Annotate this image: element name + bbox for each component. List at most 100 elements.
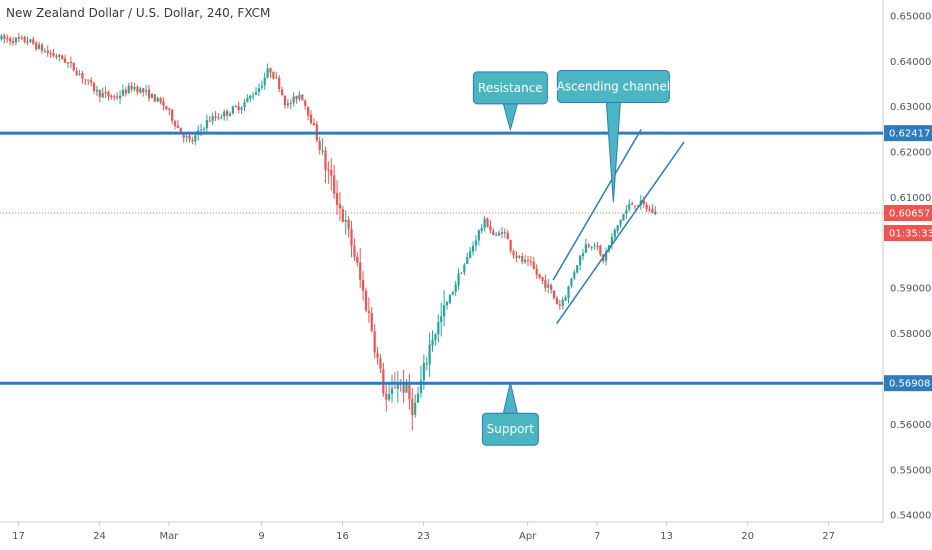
candle-body bbox=[20, 37, 23, 39]
candle-body bbox=[541, 277, 544, 281]
candle-body bbox=[243, 102, 246, 107]
channel-lower-line[interactable] bbox=[556, 141, 685, 325]
callout-label: Support bbox=[487, 422, 535, 436]
candle-body bbox=[220, 117, 223, 119]
callout-label: Ascending channel bbox=[557, 79, 671, 93]
candle-body bbox=[471, 245, 475, 252]
channel-upper-line[interactable] bbox=[552, 128, 642, 281]
candle-body bbox=[52, 53, 55, 56]
candle-body bbox=[191, 139, 194, 142]
candle-body bbox=[9, 38, 12, 42]
candle-body bbox=[524, 259, 527, 262]
candle-body bbox=[373, 331, 376, 353]
candle-body bbox=[29, 39, 32, 42]
ascending-channel-drawing[interactable] bbox=[552, 128, 685, 325]
candle-body bbox=[651, 208, 654, 214]
candle-body bbox=[234, 105, 237, 107]
candle-body bbox=[483, 218, 486, 229]
candle-body bbox=[14, 37, 18, 43]
candle-body bbox=[147, 89, 151, 99]
candle-body bbox=[78, 73, 81, 75]
candle-body bbox=[561, 299, 564, 306]
candle-body bbox=[226, 110, 229, 116]
candle-body bbox=[162, 101, 165, 106]
candle-body bbox=[217, 117, 220, 119]
candle-body bbox=[350, 228, 353, 246]
candle-body bbox=[101, 92, 104, 98]
candle-body bbox=[440, 316, 443, 323]
candle-body bbox=[84, 79, 87, 81]
candle-body bbox=[596, 246, 599, 248]
candle-body bbox=[538, 274, 541, 278]
candle-body bbox=[43, 51, 46, 53]
candle-body bbox=[428, 344, 431, 365]
candle-body bbox=[208, 120, 211, 122]
candle-body bbox=[521, 256, 524, 262]
y-tick-label: 0.63000 bbox=[890, 102, 931, 113]
candle-body bbox=[263, 77, 266, 86]
candle-body bbox=[448, 294, 451, 303]
candle-body bbox=[272, 71, 275, 79]
candle-body bbox=[75, 70, 78, 75]
candle-body bbox=[176, 125, 180, 128]
candle-body bbox=[631, 203, 634, 205]
resistance-price-tag: 0.62417 bbox=[889, 129, 930, 140]
candle-body bbox=[486, 218, 489, 227]
candle-body bbox=[503, 232, 506, 234]
candle-body bbox=[390, 388, 394, 394]
candle-body bbox=[515, 255, 518, 258]
y-tick-label: 0.54000 bbox=[890, 511, 931, 522]
candle-body bbox=[445, 301, 449, 306]
support-price-tag-bg bbox=[884, 375, 932, 392]
candle-body bbox=[118, 95, 122, 99]
x-tick-label: 27 bbox=[822, 531, 835, 542]
candle-body bbox=[145, 90, 148, 92]
callout-resistance[interactable]: Resistance bbox=[472, 71, 548, 132]
candle-body bbox=[188, 135, 191, 140]
candle-body bbox=[321, 150, 324, 152]
y-tick-label: 0.64000 bbox=[890, 57, 931, 68]
candle-body bbox=[335, 193, 339, 205]
candle-body bbox=[289, 102, 292, 104]
candle-body bbox=[150, 93, 153, 98]
candle-body bbox=[66, 62, 70, 64]
candle-body bbox=[168, 108, 171, 110]
candle-body bbox=[228, 113, 232, 117]
candle-body bbox=[40, 44, 44, 52]
candle-body bbox=[648, 208, 651, 210]
candle-body bbox=[370, 313, 373, 331]
candle-body bbox=[90, 80, 93, 83]
horizontal-levels[interactable] bbox=[0, 131, 883, 385]
x-tick-label: 23 bbox=[417, 531, 430, 542]
callout-support[interactable]: Support bbox=[481, 382, 539, 446]
candle-body bbox=[466, 257, 469, 264]
candle-body bbox=[214, 116, 217, 118]
last-price-tag-bg bbox=[884, 205, 932, 222]
y-tick-label: 0.55000 bbox=[890, 465, 931, 476]
candle-body bbox=[474, 240, 478, 246]
candle-body bbox=[376, 353, 379, 358]
candle-body bbox=[393, 387, 397, 389]
candle-body bbox=[139, 88, 142, 93]
candle-body bbox=[266, 68, 269, 78]
candle-body bbox=[185, 136, 188, 138]
candle-body bbox=[385, 393, 388, 400]
callout-annotations[interactable]: Resistance Ascending channel Support bbox=[472, 69, 671, 446]
candle-body bbox=[142, 88, 145, 93]
candlestick-series bbox=[0, 33, 657, 431]
candle-body bbox=[570, 278, 573, 286]
callout-ascending-channel[interactable]: Ascending channel bbox=[557, 69, 671, 203]
x-tick-label: 9 bbox=[258, 531, 264, 542]
candle-body bbox=[327, 169, 330, 171]
candle-body bbox=[405, 383, 408, 393]
candle-body bbox=[480, 228, 483, 231]
candle-body bbox=[422, 363, 425, 381]
candle-body bbox=[156, 97, 159, 102]
time-axis[interactable]: 17 24 Mar 9 16 23 Apr 7 13 20 27 bbox=[12, 522, 835, 542]
price-axis[interactable]: 0.65000 0.64000 0.63000 0.62000 0.61000 0.590… bbox=[890, 11, 931, 521]
candle-body bbox=[110, 95, 113, 98]
resistance-price-tag-bg bbox=[884, 125, 932, 142]
candle-body bbox=[495, 234, 498, 236]
